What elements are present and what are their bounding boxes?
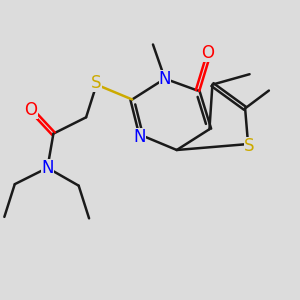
Text: O: O <box>202 44 214 62</box>
Text: S: S <box>244 136 255 154</box>
Text: O: O <box>25 101 38 119</box>
Text: N: N <box>41 159 54 177</box>
Text: N: N <box>159 70 171 88</box>
Text: S: S <box>91 74 102 92</box>
Text: N: N <box>133 128 146 146</box>
